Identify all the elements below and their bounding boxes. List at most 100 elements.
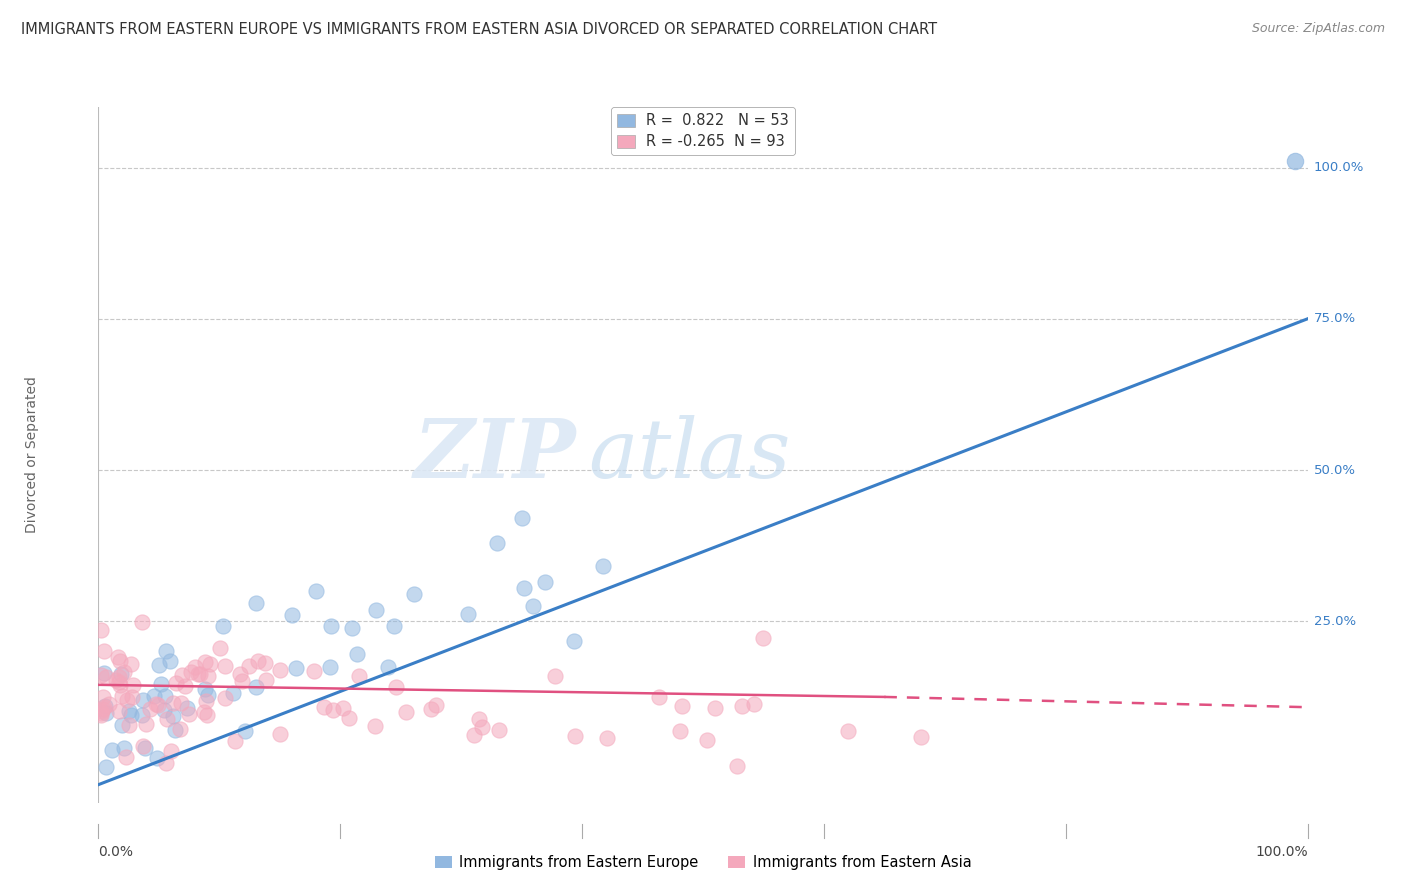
Point [194,694,217,708]
Point [364,718,387,732]
Point [108,654,131,668]
Point [332,701,354,715]
Point [197,688,219,702]
Text: 50.0%: 50.0% [1313,464,1355,476]
Point [94,698,117,713]
Point [228,666,250,681]
Point [93,700,115,714]
Point [90,708,112,723]
Point [337,711,360,725]
Point [211,619,233,633]
Point [596,731,619,745]
Point [319,618,342,632]
Point [377,660,399,674]
Text: Divorced or Separated: Divorced or Separated [25,376,39,533]
Point [152,703,174,717]
Point [150,677,173,691]
Text: 25.0%: 25.0% [1313,615,1355,628]
Point [513,581,536,595]
Point [269,664,291,678]
Point [180,665,202,680]
Point [194,655,217,669]
Point [671,699,693,714]
Point [269,727,291,741]
Text: Source: ZipAtlas.com: Source: ZipAtlas.com [1251,22,1385,36]
Point [731,698,754,713]
Point [198,657,221,672]
Point [90,704,112,718]
Point [197,669,219,683]
Point [98,697,121,711]
Point [214,659,236,673]
Point [1284,154,1306,169]
Point [108,674,131,689]
Point [131,707,153,722]
Point [91,702,114,716]
Point [304,664,326,678]
Point [425,698,447,713]
Point [145,751,167,765]
Point [165,676,187,690]
Point [305,584,328,599]
Point [134,741,156,756]
Text: 100.0%: 100.0% [1313,161,1364,174]
Point [314,699,336,714]
Point [533,575,555,590]
Point [486,535,509,549]
Point [159,654,181,668]
Point [93,644,115,658]
Point [704,700,727,714]
Point [349,669,371,683]
Point [187,667,209,681]
Point [132,739,155,753]
Point [115,750,138,764]
Point [510,511,533,525]
Point [155,643,177,657]
Point [107,670,129,684]
Point [564,729,586,743]
Point [111,690,134,704]
Point [169,722,191,736]
Point [162,696,184,710]
Point [457,607,479,621]
Point [118,718,141,732]
Point [94,706,117,720]
Point [132,693,155,707]
Point [562,634,585,648]
Point [231,673,253,688]
Legend: Immigrants from Eastern Europe, Immigrants from Eastern Asia: Immigrants from Eastern Europe, Immigran… [429,849,977,876]
Point [173,679,195,693]
Point [214,690,236,705]
Text: ZIP: ZIP [413,415,576,495]
Point [108,678,131,692]
Point [121,690,143,705]
Point [165,723,187,737]
Point [247,654,270,668]
Point [155,712,177,726]
Point [463,727,485,741]
Point [143,689,166,703]
Point [522,599,544,613]
Point [837,724,859,739]
Point [194,682,217,697]
Point [145,697,167,711]
Point [139,702,162,716]
Point [90,706,112,721]
Point [402,587,425,601]
Point [669,724,692,739]
Point [148,658,170,673]
Point [111,718,134,732]
Point [93,666,115,681]
Point [176,701,198,715]
Point [90,623,112,637]
Point [108,704,131,718]
Point [131,615,153,629]
Point [91,690,114,704]
Point [742,697,765,711]
Point [120,657,142,671]
Text: 100.0%: 100.0% [1256,845,1308,858]
Point [382,619,405,633]
Point [115,693,138,707]
Point [172,668,194,682]
Point [471,720,494,734]
